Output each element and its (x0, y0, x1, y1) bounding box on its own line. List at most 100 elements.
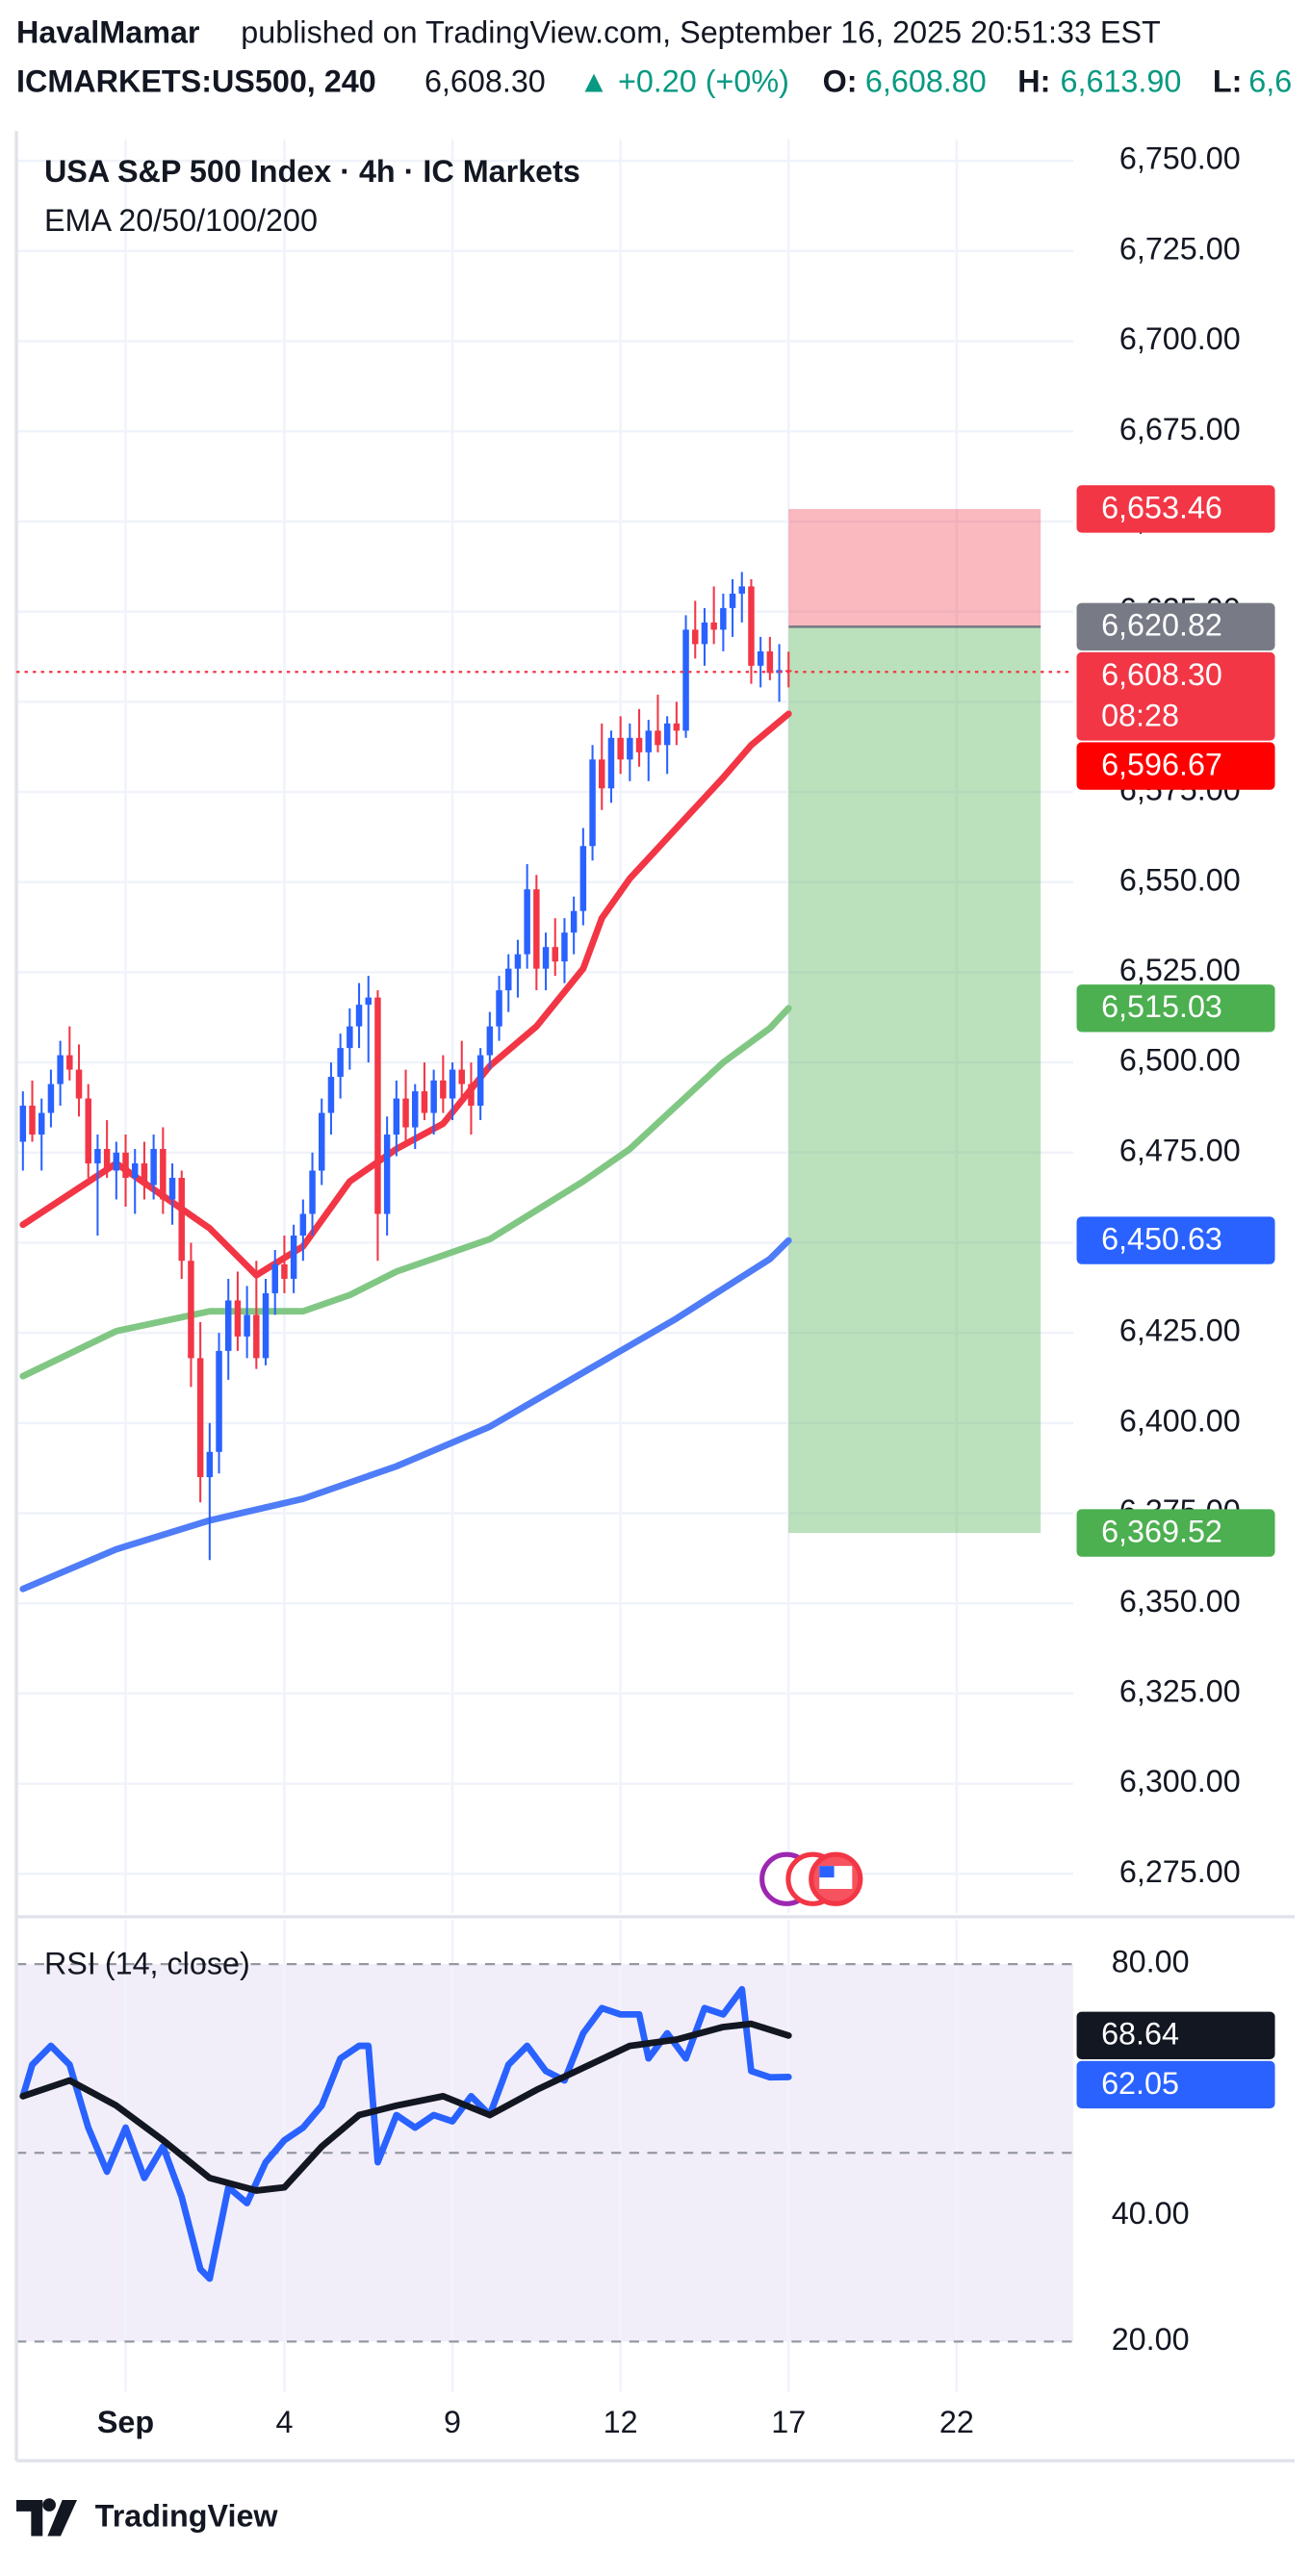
price-label: 6,653.46 (1101, 490, 1222, 524)
x-tick-label: 9 (444, 2405, 461, 2439)
candle-body (412, 1091, 419, 1128)
y-tick-label: 6,400.00 (1119, 1403, 1241, 1438)
candle-body (655, 730, 661, 746)
candle-body (393, 1098, 400, 1135)
candle-body (188, 1261, 194, 1359)
candle-body (113, 1152, 120, 1171)
ohlc-value: 6,613.90 (1061, 64, 1182, 98)
candle-body (505, 968, 512, 991)
candle-body (692, 629, 699, 645)
brand: TradingView (95, 2498, 279, 2533)
candle-body (663, 723, 671, 746)
logo (16, 2498, 78, 2537)
ohlc-key: L: (1213, 64, 1243, 98)
rsi-title: RSI (14, close) (44, 1947, 250, 1981)
price-label-box (1076, 2060, 1275, 2109)
y-tick-label: 6,525.00 (1119, 953, 1241, 987)
candle-body (75, 1069, 83, 1099)
candle-body (617, 737, 624, 760)
candle-body (738, 586, 745, 594)
x-tick-label: 4 (275, 2405, 293, 2439)
candle-body (486, 1026, 494, 1056)
candle-body (496, 990, 502, 1027)
y-tick-label: 6,750.00 (1119, 141, 1241, 176)
candle-body (552, 947, 558, 962)
candle-body (673, 723, 681, 731)
price-label-box (1076, 984, 1275, 1033)
price-label-box (1076, 1216, 1275, 1264)
x-tick-label: 12 (604, 2405, 638, 2439)
chart-layer: Sep 4 9 12 17 22 6,275.00 6,300.00 6,325.00 6,350… (14, 131, 1295, 2462)
logo-mark (16, 2498, 78, 2537)
candle-body (168, 1178, 176, 1200)
y-tick-label: 6,675.00 (1119, 412, 1241, 446)
price-label-box (1076, 1509, 1275, 1557)
candle-body (766, 650, 774, 674)
candle-body (383, 1135, 391, 1214)
candle-body (206, 1451, 214, 1478)
ohlc-value: 6,608.80 (865, 64, 987, 98)
y-tick-label: 6,700.00 (1119, 321, 1241, 356)
author: HavalMamar (16, 14, 200, 49)
candle-body (281, 1263, 288, 1279)
candle-body (402, 1098, 409, 1128)
y-tick-label: 6,300.00 (1119, 1764, 1241, 1798)
price-label: 68.64 (1101, 2017, 1179, 2052)
price-label-box (1076, 651, 1275, 741)
candle-body (682, 629, 689, 731)
candle-body (589, 759, 596, 847)
candle-body (476, 1055, 484, 1107)
rsi-line (19, 2020, 792, 2194)
candle-body (224, 1300, 232, 1351)
price-label: 6,608.30 (1101, 657, 1222, 692)
stop-zone (788, 508, 1041, 627)
candle-body (319, 1112, 325, 1171)
candle-body (355, 1005, 363, 1027)
candle-body (29, 1106, 36, 1135)
candle-body (94, 1149, 101, 1164)
chart-title: USA S&P 500 Index · 4h · IC Markets (44, 154, 580, 189)
candle-body (374, 997, 381, 1214)
candle-body (458, 1069, 465, 1084)
candle-body (66, 1055, 73, 1070)
candle-body (103, 1149, 111, 1171)
price-label-box (1076, 602, 1275, 650)
chart-subtitle: EMA 20/50/100/200 (44, 203, 318, 238)
price-label: 6,369.52 (1101, 1514, 1222, 1548)
y-tick-label: 6,425.00 (1119, 1314, 1241, 1348)
x-tick-label: 22 (939, 2405, 974, 2439)
header-change: ▲ +0.20 (+0%) (578, 64, 789, 98)
candle-body (141, 1163, 148, 1186)
candle-body (47, 1084, 55, 1113)
ema-line (19, 1005, 792, 1380)
candle-body (561, 932, 568, 962)
x-tick-label: 17 (771, 2405, 806, 2439)
candle-body (85, 1098, 91, 1164)
candle-body (57, 1055, 64, 1084)
ohlc-value: 6,6 (1248, 64, 1292, 98)
x-tick-label: Sep (97, 2405, 154, 2439)
candle-body (468, 1084, 475, 1107)
candle-body (253, 1314, 260, 1359)
candle-body (440, 1080, 447, 1099)
candle-body (635, 737, 643, 752)
candle-body (196, 1358, 204, 1478)
candle-body (347, 1026, 353, 1049)
candle-body (757, 650, 764, 666)
rsi-tick-label: 20.00 (1112, 2322, 1190, 2357)
candle-body (234, 1300, 242, 1337)
candle-body (150, 1149, 157, 1186)
candle-body (607, 737, 615, 789)
candle-body (421, 1091, 428, 1113)
byline: published on TradingView.com, September … (241, 14, 1161, 49)
ema-line (19, 1237, 792, 1593)
candle-body (627, 737, 633, 760)
price-label: 08:28 (1101, 698, 1179, 732)
candle-body (178, 1178, 185, 1262)
y-tick-label: 6,275.00 (1119, 1854, 1241, 1889)
candle-body (720, 607, 727, 630)
candle-body (430, 1080, 437, 1113)
